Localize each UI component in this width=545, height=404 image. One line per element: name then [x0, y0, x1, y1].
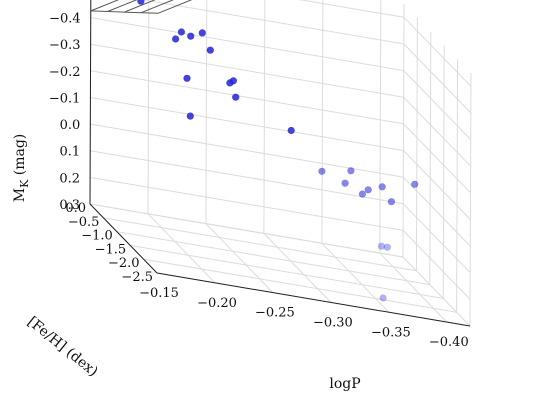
plane-line [141, 0, 174, 14]
gridline [456, 59, 459, 313]
data-point [411, 180, 419, 188]
gridline [403, 123, 471, 194]
gridline [379, 252, 448, 323]
x-axis-label: logP [329, 376, 360, 392]
side-pane-grid [402, 3, 472, 327]
gridline [89, 203, 404, 258]
gridline [403, 70, 472, 140]
y-tick-label: −2.0 [108, 256, 140, 271]
data-point [206, 46, 214, 54]
data-point [186, 112, 194, 120]
data-point [187, 32, 195, 40]
gridline [90, 70, 404, 125]
data-point [198, 29, 206, 37]
data-point [379, 294, 387, 302]
gridline [205, 0, 208, 224]
data-point [364, 186, 372, 194]
gridline [403, 43, 472, 114]
gridline [469, 72, 472, 327]
y-tick-label: 0.0 [65, 201, 86, 216]
data-point [378, 183, 386, 191]
data-point [172, 35, 180, 43]
gridline [403, 96, 471, 167]
data-point [137, 0, 145, 5]
z-tick-label: 0.0 [60, 118, 81, 133]
z-tick-label: −0.4 [49, 12, 81, 27]
z-tick-label: −0.2 [49, 65, 81, 80]
gridline [263, 233, 332, 303]
z-tick-label: 0.2 [59, 171, 80, 186]
gridline [103, 217, 417, 272]
gridline [90, 123, 404, 178]
gridline [90, 97, 404, 151]
x-tick-label: −0.40 [429, 335, 469, 350]
data-points [137, 0, 419, 302]
gridline [143, 258, 457, 313]
fit-plane [90, 0, 193, 14]
y-tick-label: −1.0 [81, 229, 113, 244]
data-point [377, 242, 386, 250]
y-axis-label: [Fe/H] (dex) [24, 314, 101, 380]
gridline [90, 150, 404, 205]
y-axis-line [89, 203, 158, 274]
x-tick-label: −0.20 [197, 296, 237, 311]
data-point [387, 198, 395, 206]
z-tick-label: −0.1 [49, 92, 81, 107]
data-point [229, 77, 237, 85]
gridline [298, 0, 404, 18]
gridline [402, 3, 405, 258]
gridline [403, 16, 472, 87]
z-axis-line [89, 0, 92, 205]
x-tick-label: −0.25 [255, 306, 295, 321]
plane-line [124, 0, 156, 13]
y-tick-label: −0.5 [68, 215, 100, 230]
z-tick-label: 0.1 [60, 145, 81, 160]
gridline [402, 256, 471, 327]
gridline [116, 231, 430, 286]
data-point [183, 74, 191, 82]
z-axis-label: MK (mag) [12, 134, 31, 203]
gridline [321, 242, 390, 313]
gridline [429, 31, 432, 285]
z-tick-label: 0.3 [59, 198, 80, 213]
gridline [263, 0, 266, 234]
z-tick-label: −0.3 [49, 38, 81, 53]
gridline [321, 0, 324, 244]
y-tick-label: −2.5 [121, 270, 153, 285]
back-pane-grid [89, 0, 404, 258]
gridline [442, 45, 445, 299]
data-point [287, 126, 295, 135]
gridline [402, 203, 471, 274]
x-tick-label: −0.35 [371, 325, 411, 340]
y-tick-label: −1.5 [95, 242, 127, 257]
gridline [379, 0, 382, 254]
gridline [90, 17, 404, 72]
gridline [402, 176, 471, 247]
data-point [347, 167, 355, 175]
gridline [402, 230, 471, 300]
gridline [147, 213, 216, 284]
gridline [141, 0, 404, 45]
data-point [383, 243, 391, 251]
gridline [90, 176, 404, 231]
x-axis-line [156, 272, 471, 327]
data-point [341, 179, 349, 187]
data-point [177, 28, 185, 36]
gridline [403, 150, 471, 220]
x-tick-label: −0.30 [313, 315, 353, 330]
gridline [147, 0, 150, 214]
data-point [318, 167, 326, 175]
data-point [232, 93, 240, 101]
axis-lines [89, 0, 471, 327]
tick-labels: −0.6−0.5−0.4−0.3−0.2−0.10.00.10.20.3−0.1… [49, 12, 469, 351]
x-tick-label: −0.15 [139, 286, 179, 301]
gridline [90, 43, 404, 98]
gridline [205, 223, 274, 293]
gridline [130, 244, 444, 299]
gridline [415, 17, 418, 271]
data-point [358, 190, 366, 198]
bottom-pane-grid [89, 203, 471, 327]
